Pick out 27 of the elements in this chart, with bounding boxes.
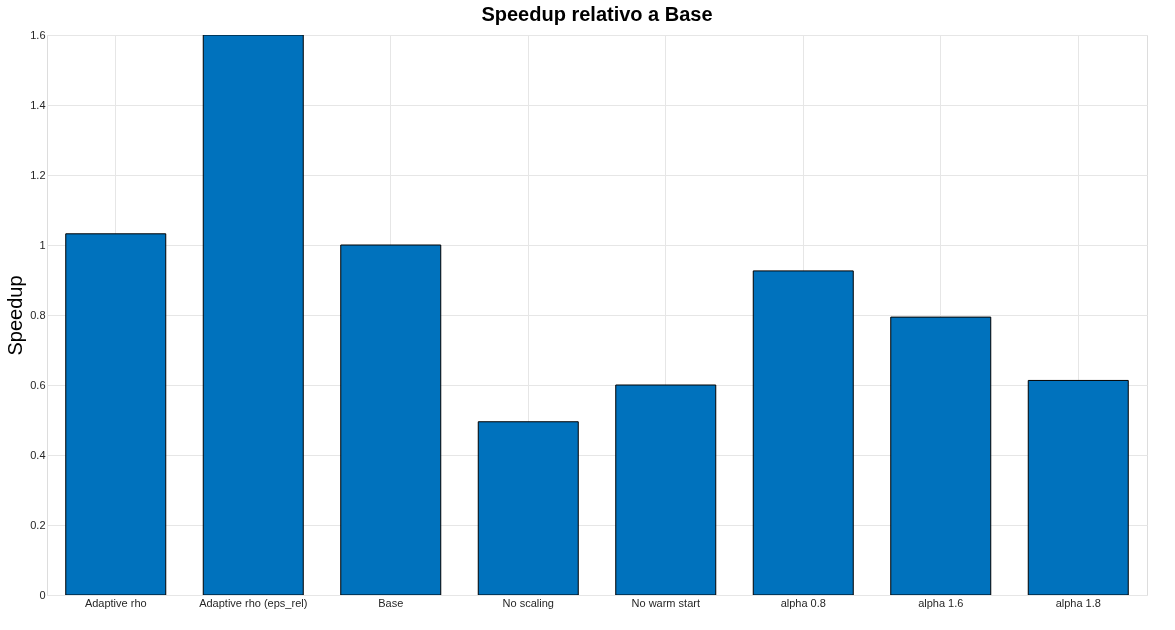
y-axis-title: Speedup [4, 275, 27, 356]
bar [477, 421, 579, 595]
y-tick-label: 0 [39, 588, 46, 601]
bar [1027, 379, 1129, 595]
x-tick-label: No warm start [631, 596, 700, 609]
x-tick-label: Base [378, 596, 404, 609]
x-tick-label: Adaptive rho (eps_rel) [199, 596, 308, 609]
x-tick-label: Adaptive rho [84, 596, 147, 609]
y-tick-label: 0.2 [30, 518, 46, 531]
bar [340, 244, 442, 595]
bar [202, 35, 304, 595]
x-tick-label: alpha 1.8 [1055, 596, 1101, 609]
bar [65, 233, 167, 595]
y-tick-label: 1.4 [30, 98, 46, 111]
bar [615, 384, 717, 595]
y-tick-label: 0.6 [30, 378, 46, 391]
bar [752, 270, 854, 595]
x-tick-label: No scaling [502, 596, 554, 609]
y-tick-label: 1.2 [30, 168, 46, 181]
y-tick-label: 0.4 [30, 448, 46, 461]
x-tick-label: alpha 0.8 [780, 596, 826, 609]
y-tick-label: 0.8 [30, 308, 46, 321]
y-tick-label: 1 [39, 238, 46, 251]
y-tick-label: 1.6 [30, 28, 46, 41]
bar [890, 316, 992, 595]
chart-title: Speedup relativo a Base [481, 3, 713, 25]
x-tick-label: alpha 1.6 [918, 596, 964, 609]
